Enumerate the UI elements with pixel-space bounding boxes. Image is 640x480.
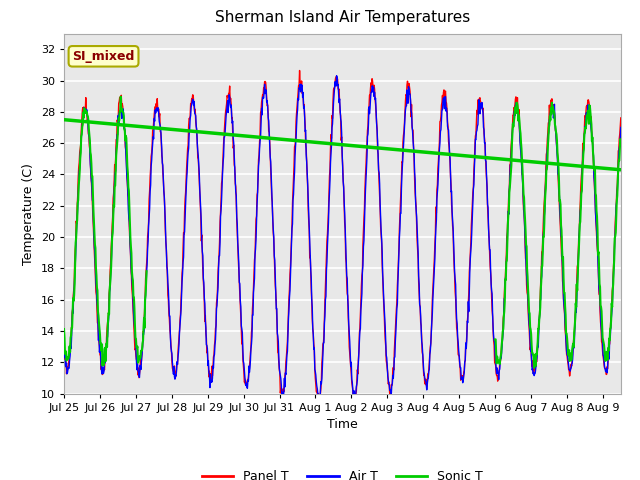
- Text: SI_mixed: SI_mixed: [72, 50, 135, 63]
- X-axis label: Time: Time: [327, 418, 358, 431]
- Legend: Panel T, Air T, Sonic T: Panel T, Air T, Sonic T: [196, 465, 488, 480]
- Y-axis label: Temperature (C): Temperature (C): [22, 163, 35, 264]
- Title: Sherman Island Air Temperatures: Sherman Island Air Temperatures: [215, 11, 470, 25]
